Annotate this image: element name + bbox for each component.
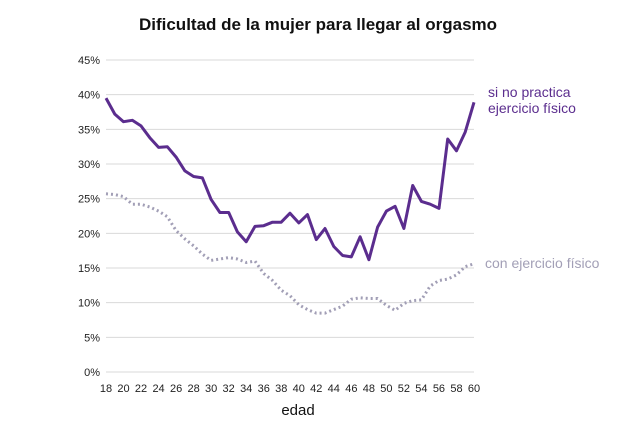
y-tick-label: 25% — [78, 194, 100, 206]
x-tick-label: 18 — [100, 383, 112, 395]
x-tick-label: 34 — [240, 383, 252, 395]
x-tick-label: 44 — [328, 383, 340, 395]
gridlines — [106, 59, 474, 373]
y-tick-label: 15% — [78, 263, 100, 275]
x-tick-label: 22 — [135, 383, 147, 395]
series-label: si no practica — [488, 84, 571, 100]
x-tick-label: 50 — [380, 383, 392, 395]
x-tick-label: 32 — [223, 383, 235, 395]
x-tick-label: 60 — [468, 383, 480, 395]
x-tick-label: 38 — [275, 383, 287, 395]
y-tick-label: 45% — [78, 55, 100, 67]
x-tick-label: 40 — [293, 383, 305, 395]
series-line-with-exercise — [105, 192, 475, 315]
x-tick-label: 30 — [205, 383, 217, 395]
chart-title: Dificultad de la mujer para llegar al or… — [139, 15, 497, 34]
x-tick-label: 52 — [398, 383, 410, 395]
y-axis-ticks: 0% 5% 10% 15% 20% 25% 30% 35% 40% 45% — [78, 55, 100, 379]
x-tick-label: 42 — [310, 383, 322, 395]
series-label: ejercicio físico — [488, 100, 576, 116]
x-axis-label: edad — [281, 402, 314, 419]
x-tick-label: 56 — [433, 383, 445, 395]
x-tick-label: 28 — [187, 383, 199, 395]
y-tick-label: 0% — [84, 367, 100, 379]
x-tick-label: 46 — [345, 383, 357, 395]
x-tick-label: 48 — [363, 383, 375, 395]
y-tick-label: 35% — [78, 124, 100, 136]
y-tick-label: 5% — [84, 332, 100, 344]
x-tick-label: 36 — [258, 383, 270, 395]
x-tick-label: 20 — [117, 383, 129, 395]
y-tick-label: 10% — [78, 298, 100, 310]
x-tick-label: 58 — [450, 383, 462, 395]
x-tick-label: 24 — [152, 383, 164, 395]
series-group — [104, 97, 476, 315]
series-label: con ejercicio físico — [485, 255, 600, 271]
y-tick-label: 30% — [78, 159, 100, 171]
x-tick-label: 54 — [415, 383, 427, 395]
x-tick-label: 26 — [170, 383, 182, 395]
y-tick-label: 40% — [78, 90, 100, 102]
series-line-no-exercise — [104, 97, 476, 262]
y-tick-label: 20% — [78, 228, 100, 240]
x-axis-ticks: 18 20 22 24 26 28 30 32 34 36 38 40 42 44 46 48 50 52 54 56… — [100, 383, 480, 395]
